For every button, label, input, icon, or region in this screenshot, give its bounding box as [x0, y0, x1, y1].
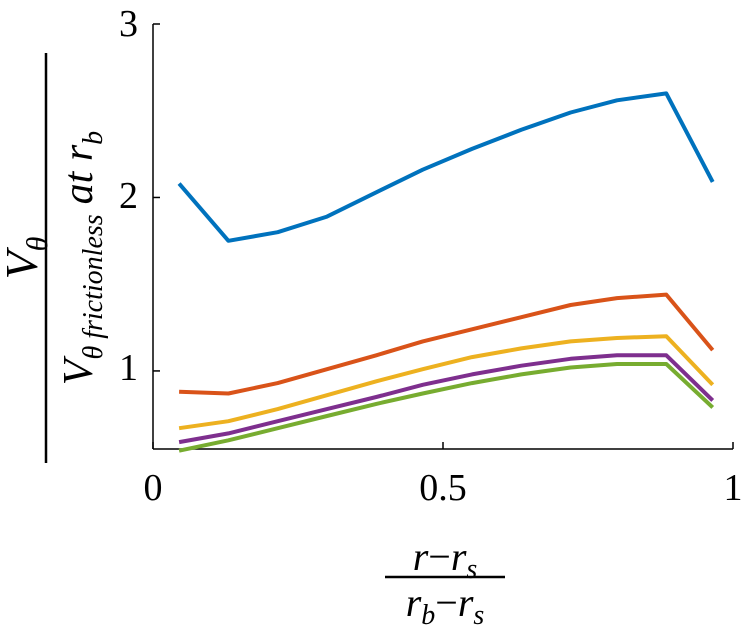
y-tick-label-1: 1 — [119, 347, 138, 389]
x-tick-labels: 0 0.5 1 — [144, 467, 743, 509]
series-5-line — [178, 362, 715, 453]
y-label-denominator: Vθ frictionlessat rb — [56, 131, 109, 385]
y-tick-labels: 1 2 3 — [119, 3, 138, 389]
series-group — [177, 91, 715, 453]
x-tick-label-0: 0 — [144, 467, 163, 509]
series-1-line — [177, 91, 715, 243]
x-tick-label-0.5: 0.5 — [419, 467, 467, 509]
y-axis-label: Vθ Vθ frictionlessat rb — [0, 53, 109, 463]
series-2-line — [179, 292, 715, 396]
y-tick-label-3: 3 — [119, 3, 138, 45]
axis-ticks — [152, 23, 734, 449]
series-4-line — [178, 353, 715, 445]
y-label-numerator: Vθ — [0, 236, 54, 279]
x-label-numerator: r−rs — [413, 534, 478, 585]
y-tick-label-2: 2 — [119, 175, 138, 217]
plot-area — [152, 23, 734, 453]
series-3-line — [178, 334, 715, 431]
x-label-denominator: rb−rs — [406, 580, 485, 628]
x-tick-label-1: 1 — [724, 467, 743, 509]
x-axis-label: r−rs rb−rs — [385, 534, 505, 628]
